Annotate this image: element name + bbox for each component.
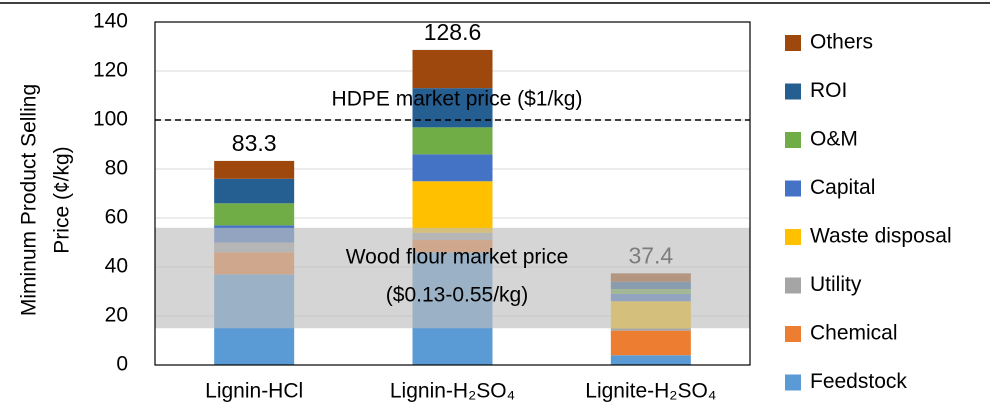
y-tick-label: 40 — [105, 255, 128, 278]
plot-frame — [154, 21, 751, 366]
y-tick-label: 100 — [93, 108, 128, 131]
x-tick-label: Lignin-HCl — [205, 380, 303, 403]
bar-segment — [412, 49, 493, 89]
bar-segment — [610, 330, 691, 356]
y-tick-label: 80 — [105, 157, 128, 180]
legend-label: Waste disposal — [810, 225, 952, 248]
band-label: Wood flour market price — [346, 246, 569, 269]
bar-segment — [214, 178, 295, 204]
reference-label: HDPE market price ($1/kg) — [332, 88, 583, 111]
y-tick-label: 140 — [93, 10, 128, 33]
legend-label: O&M — [810, 128, 858, 151]
bar-segment — [610, 355, 691, 365]
legend-swatch — [785, 35, 801, 51]
legend-swatch — [785, 326, 801, 342]
legend-label: Others — [810, 31, 873, 54]
legend-swatch — [785, 277, 801, 294]
legend-label: Utility — [810, 273, 862, 296]
band-label: ($0.13-0.55/kg) — [386, 284, 528, 307]
legend-label: ROI — [810, 79, 847, 102]
legend-swatch — [785, 132, 801, 148]
bar-segment — [412, 88, 493, 128]
y-tick-label: 20 — [105, 304, 128, 327]
x-tick-label: Lignin-H₂SO₄ — [390, 380, 515, 403]
legend-label: Feedstock — [810, 370, 907, 393]
bar-segment — [214, 203, 295, 226]
x-tick-label: Lignite-H₂SO₄ — [585, 380, 716, 403]
bar-segment — [412, 181, 493, 233]
y-tick-label: 120 — [93, 59, 128, 82]
legend-swatch — [785, 180, 801, 197]
total-label: 83.3 — [232, 130, 277, 156]
bar-segment — [412, 127, 493, 155]
bar-segment — [610, 328, 691, 331]
legend-swatch — [785, 229, 801, 245]
y-axis-label: Price (¢/kg) — [51, 146, 74, 253]
y-axis-label: Miminum Product Selling — [18, 84, 41, 316]
bar-segment — [412, 154, 493, 182]
total-label: 128.6 — [424, 19, 482, 45]
legend-label: Chemical — [810, 322, 898, 345]
y-tick-label: 0 — [116, 353, 128, 376]
legend-swatch — [785, 83, 801, 100]
bar-segment — [214, 160, 295, 179]
reference-band — [155, 227, 750, 329]
y-tick-label: 60 — [105, 206, 128, 229]
legend-swatch — [785, 374, 801, 391]
legend-label: Capital — [810, 176, 875, 199]
